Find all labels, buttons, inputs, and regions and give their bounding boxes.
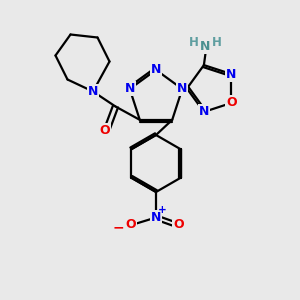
Text: N: N: [226, 68, 237, 80]
Text: +: +: [158, 205, 167, 215]
Text: N: N: [200, 40, 211, 53]
Text: H: H: [212, 36, 222, 50]
Text: N: N: [88, 85, 98, 98]
Text: H: H: [189, 36, 199, 50]
Text: O: O: [125, 218, 136, 231]
Text: −: −: [112, 220, 124, 234]
Text: O: O: [100, 124, 110, 137]
Text: N: N: [151, 211, 161, 224]
Text: N: N: [124, 82, 135, 95]
Text: N: N: [177, 82, 188, 95]
Text: N: N: [151, 63, 161, 76]
Text: O: O: [173, 218, 184, 231]
Text: N: N: [199, 105, 209, 119]
Text: O: O: [226, 97, 237, 110]
